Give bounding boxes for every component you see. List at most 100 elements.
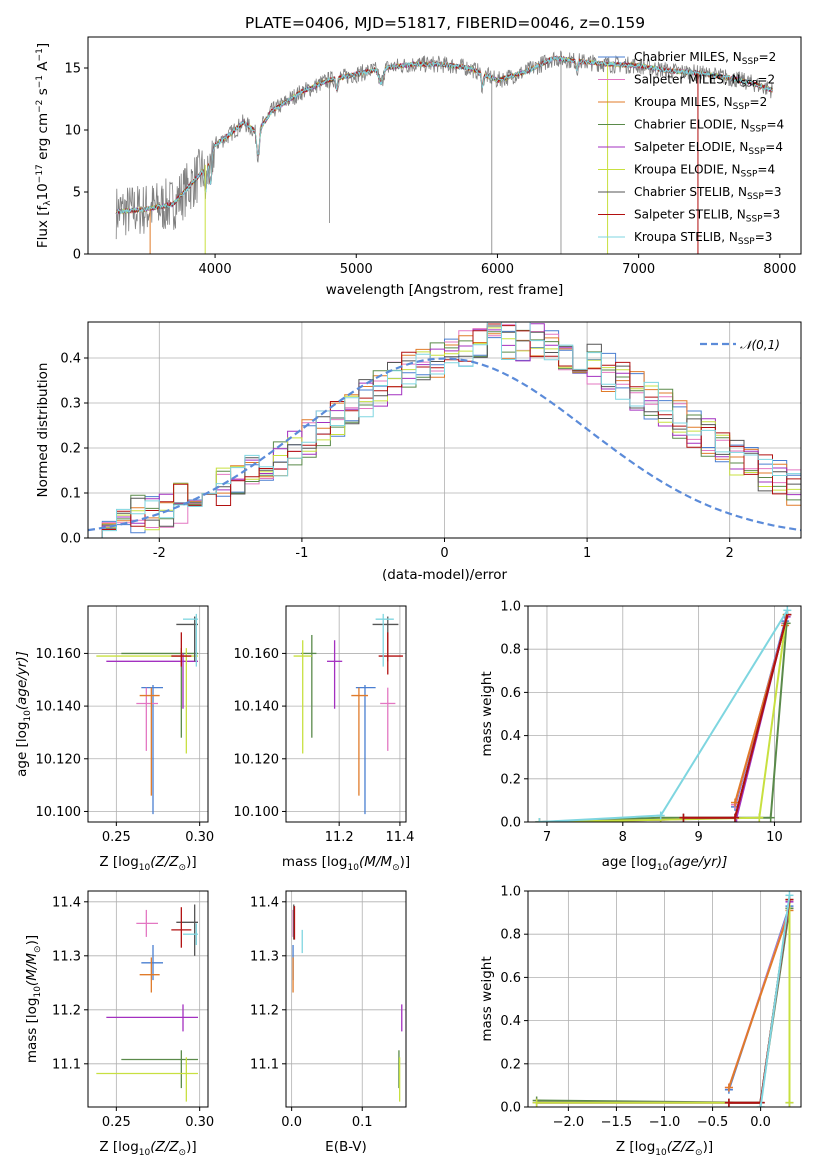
mass-vs-Z-ylabel-part: (M/M <box>24 953 40 986</box>
weight-vs-Z-line <box>536 908 791 1104</box>
residuals-frame <box>87 321 802 539</box>
weight-vs-age-line <box>683 614 789 819</box>
mass-vs-ebv-ytick-label: 11.4 <box>250 895 279 910</box>
weight-vs-Z-xtick-label: −2.0 <box>553 1115 585 1130</box>
spectrum-legend-sub: SSP <box>750 125 767 135</box>
weight-vs-age-ytick-label: 0.2 <box>500 772 521 787</box>
spectrum-ytick-label: 15 <box>64 62 81 77</box>
mass-vs-Z-ytick-label: 11.3 <box>52 949 81 964</box>
age-vs-mass-ytick-label: 10.160 <box>234 647 280 662</box>
weight-vs-Z-ytick-label: 0.8 <box>500 928 521 943</box>
weight-vs-Z-xtick-label: −1.0 <box>649 1115 681 1130</box>
spectrum-legend-sub: SSP <box>741 80 758 90</box>
mass-vs-Z-xlabel-part: ⊙ <box>179 1148 187 1158</box>
age-vs-Z-ytick-label: 10.140 <box>36 700 82 715</box>
weight-vs-age-xlabel: age [log10(age/yr)] <box>602 854 728 873</box>
spectrum-ylabel-part: −2 <box>35 100 45 113</box>
spectrum-legend-n: =4 <box>766 118 784 132</box>
weight-vs-Z-ylabel: mass weight <box>479 956 495 1041</box>
age-vs-Z-ylabel: age [log10(age/yr)] <box>14 651 33 777</box>
weight-vs-Z-xlabel: Z [log10(Z/Z⊙)] <box>616 1139 713 1158</box>
mass-vs-ebv-frame <box>285 890 407 1108</box>
age-vs-mass-ytick-label: 10.140 <box>234 700 280 715</box>
weight-vs-age-frame <box>527 605 802 823</box>
spectrum-ylabel-part: 10 <box>35 183 51 200</box>
spectrum-ylabel-part: A <box>35 61 51 75</box>
weight-vs-Z-line <box>536 899 791 1104</box>
spectrum-xlabel: wavelength [Angstrom, rest frame] <box>326 282 564 298</box>
mass-vs-Z-ytick-label: 11.1 <box>52 1057 81 1072</box>
spectrum-legend-n: =3 <box>755 230 773 244</box>
spectrum-ylabel-part: Flux [f <box>35 204 51 248</box>
age-vs-Z-ylabel-part: 10 <box>23 710 33 722</box>
age-vs-Z-xlabel: Z [log10(Z/Z⊙)] <box>99 854 196 873</box>
age-vs-mass-ytick-label: 10.100 <box>234 805 280 820</box>
weight-vs-age-ytick-label: 1.0 <box>500 600 521 615</box>
mass-vs-ebv-xtick-label: 0.1 <box>352 1115 373 1130</box>
weight-vs-age-ytick-label: 0.6 <box>500 686 521 701</box>
spectrum-legend-name: Kroupa STELIB, N <box>634 230 738 244</box>
weight-vs-Z-panel: −2.0 −1.5 −1.0 −0.5 0.0 0.0 0.2 0.4 0.6 0.8 1.0 Z [… <box>479 885 802 1158</box>
weight-vs-Z-ytick-label: 0.4 <box>500 1014 521 1029</box>
residuals-ylabel: Normed distribution <box>35 363 51 498</box>
weight-vs-Z-plot-area <box>528 891 801 1107</box>
weight-vs-age-ylabel: mass weight <box>479 671 495 756</box>
age-vs-Z-ytick-label: 10.120 <box>36 752 82 767</box>
residuals-panel: -2 -1 0 1 2 0.0 0.1 0.2 0.3 0.4 𝒩(0,1) (data-model)… <box>35 321 802 583</box>
age-vs-Z-ylabel-part: (age/yr)] <box>14 651 30 710</box>
spectrum-legend-name: Chabrier MILES, N <box>634 50 742 64</box>
age-vs-Z-xlabel-part: 10 <box>139 863 151 873</box>
age-vs-mass-xlabel-part: mass [log <box>282 854 348 870</box>
mass-vs-ebv-panel: 0.0 0.1 11.1 11.2 11.3 11.4 E(B-V) <box>250 890 407 1155</box>
mass-vs-Z-ylabel-part: )] <box>24 935 40 946</box>
residuals-ytick-label: 0.0 <box>60 532 81 547</box>
spectrum-legend-label: Chabrier ELODIE, NSSP=4 <box>634 118 784 135</box>
residuals-xtick-label: 2 <box>726 546 734 561</box>
mass-vs-Z-xlabel: Z [log10(Z/Z⊙)] <box>99 1139 196 1158</box>
spectrum-ylabel-part: λ <box>43 200 53 206</box>
normal-curve <box>88 357 801 532</box>
spectrum-legend-label: Chabrier MILES, NSSP=2 <box>634 50 776 67</box>
residuals-ytick-label: 0.3 <box>60 397 81 412</box>
residuals-xtick-label: 0 <box>440 546 448 561</box>
weight-vs-age-xtick-label: 8 <box>619 830 627 845</box>
age-vs-Z-xlabel-part: )] <box>186 854 197 870</box>
weight-vs-Z-xtick-label: −0.5 <box>697 1115 729 1130</box>
weight-vs-Z-ytick-label: 0.6 <box>500 971 521 986</box>
age-vs-Z-ylabel-part: age [log <box>14 722 30 777</box>
spectrum-legend-label: Kroupa ELODIE, NSSP=4 <box>634 163 775 180</box>
mass-vs-ebv-ytick-label: 11.3 <box>250 949 279 964</box>
spectrum-legend-label: Chabrier STELIB, NSSP=3 <box>634 185 782 202</box>
weight-vs-age-xtick-label: 10 <box>766 830 783 845</box>
spectrum-legend-sub: SSP <box>742 57 759 67</box>
spectrum-legend-name: Chabrier ELODIE, N <box>634 118 750 132</box>
weight-vs-Z-ytick-label: 0.2 <box>500 1057 521 1072</box>
weight-vs-age-xtick-label: 9 <box>694 830 702 845</box>
age-vs-Z-frame <box>87 605 209 823</box>
mass-vs-Z-xlabel-part: )] <box>186 1139 197 1155</box>
weight-vs-age-ytick-label: 0.8 <box>500 643 521 658</box>
weight-vs-Z-ytick-label: 0.0 <box>500 1101 521 1116</box>
spectrum-ylabel: Flux [fλ10−17 erg cm−2 s−1 A−1] <box>35 43 53 248</box>
spectrum-legend-n: =4 <box>765 140 783 154</box>
weight-vs-Z-xlabel-part: ⊙ <box>695 1148 703 1158</box>
weight-vs-Z-xlabel-part: Z [log <box>616 1139 655 1155</box>
residuals-ytick-label: 0.1 <box>60 487 81 502</box>
weight-vs-age-line <box>539 614 788 822</box>
mass-vs-Z-xlabel-part: (Z/Z <box>150 1139 179 1155</box>
spectrum-panel: 4000 5000 6000 7000 8000 0 5 10 15 Chabrier MILES… <box>35 36 802 298</box>
weight-vs-Z-line <box>727 910 791 1088</box>
spectrum-legend-sub: SSP <box>747 192 764 202</box>
spectrum-ytick-label: 10 <box>64 124 81 139</box>
spectrum-legend-name: Kroupa ELODIE, N <box>634 163 741 177</box>
mass-vs-ebv-plot-area <box>286 891 406 1107</box>
mass-vs-Z-ylabel-part: mass [log <box>24 998 40 1064</box>
spectrum-legend-name: Salpeter STELIB, N <box>634 208 746 222</box>
spectrum-xtick-label: 8000 <box>763 262 796 277</box>
mass-vs-ebv-ytick-label: 11.2 <box>250 1003 279 1018</box>
residuals-ytick-label: 0.2 <box>60 442 81 457</box>
spectrum-plot-area <box>115 50 773 254</box>
